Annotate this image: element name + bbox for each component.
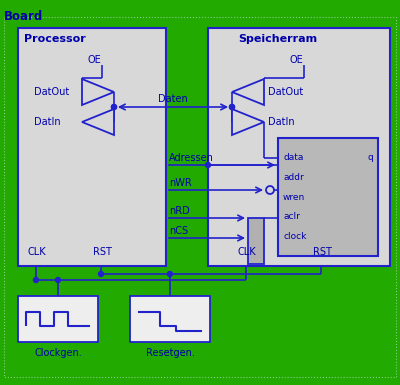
Circle shape xyxy=(266,186,274,194)
Polygon shape xyxy=(232,79,264,105)
Bar xyxy=(18,296,98,342)
Text: Speicherram: Speicherram xyxy=(238,34,317,44)
Bar xyxy=(248,218,264,264)
Circle shape xyxy=(206,162,210,167)
Text: Clockgen.: Clockgen. xyxy=(34,348,82,358)
Bar xyxy=(208,28,390,266)
Text: nRD: nRD xyxy=(169,206,190,216)
Circle shape xyxy=(34,278,38,283)
Text: DatIn: DatIn xyxy=(268,117,295,127)
Text: CLK: CLK xyxy=(28,247,47,257)
Bar xyxy=(278,138,378,256)
Text: aclr: aclr xyxy=(283,212,300,221)
Text: Adressen: Adressen xyxy=(169,153,214,163)
Polygon shape xyxy=(82,109,114,135)
Text: addr: addr xyxy=(283,173,304,182)
Text: RST: RST xyxy=(313,247,332,257)
Text: Resetgen.: Resetgen. xyxy=(146,348,194,358)
Text: RST: RST xyxy=(93,247,112,257)
Circle shape xyxy=(112,104,116,109)
Text: clock: clock xyxy=(283,232,306,241)
Bar xyxy=(130,296,210,342)
Text: DatOut: DatOut xyxy=(34,87,69,97)
Text: data: data xyxy=(283,153,303,162)
Circle shape xyxy=(98,271,104,276)
Circle shape xyxy=(230,104,234,109)
Circle shape xyxy=(56,278,60,283)
Text: Processor: Processor xyxy=(24,34,86,44)
Circle shape xyxy=(112,104,116,109)
Polygon shape xyxy=(232,109,264,135)
Text: nWR: nWR xyxy=(169,178,192,188)
Text: DatIn: DatIn xyxy=(34,117,61,127)
Text: nCS: nCS xyxy=(169,226,188,236)
Text: wren: wren xyxy=(283,192,305,201)
Text: Daten: Daten xyxy=(158,94,188,104)
Text: q: q xyxy=(367,153,373,162)
Text: OE: OE xyxy=(88,55,102,65)
Text: CLK: CLK xyxy=(238,247,257,257)
Circle shape xyxy=(230,104,234,109)
Text: Board: Board xyxy=(4,10,43,23)
Bar xyxy=(18,28,166,266)
Text: OE: OE xyxy=(290,55,304,65)
Text: DatOut: DatOut xyxy=(268,87,303,97)
Circle shape xyxy=(168,271,172,276)
Polygon shape xyxy=(82,79,114,105)
